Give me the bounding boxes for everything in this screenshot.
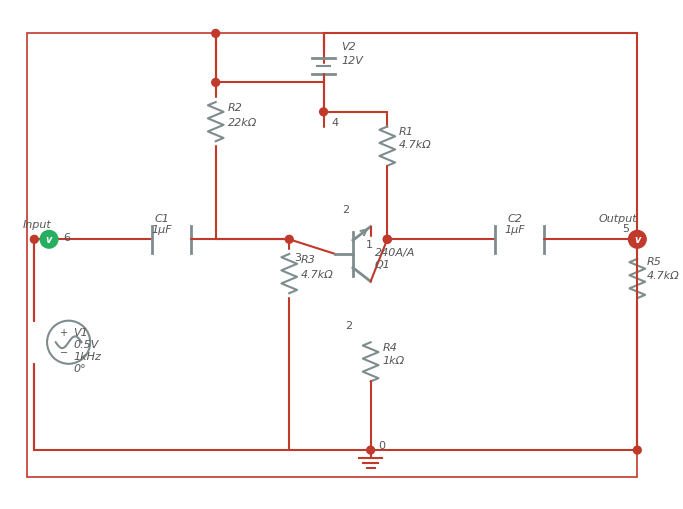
Text: 1kHz: 1kHz bbox=[74, 351, 101, 361]
Text: R5: R5 bbox=[647, 257, 662, 266]
Text: R2: R2 bbox=[227, 103, 242, 112]
Text: 2: 2 bbox=[343, 205, 350, 214]
Circle shape bbox=[628, 231, 646, 248]
Text: 4.7kΩ: 4.7kΩ bbox=[301, 269, 334, 279]
Text: v: v bbox=[634, 235, 641, 245]
Text: Q1: Q1 bbox=[374, 259, 391, 269]
Text: 240A/A: 240A/A bbox=[374, 247, 415, 258]
Text: 22kΩ: 22kΩ bbox=[227, 118, 257, 127]
Circle shape bbox=[367, 446, 374, 454]
Text: Output: Output bbox=[598, 213, 637, 223]
Text: 3: 3 bbox=[294, 252, 301, 263]
Text: V2: V2 bbox=[342, 42, 356, 52]
Text: 12V: 12V bbox=[342, 56, 363, 66]
Text: −: − bbox=[59, 347, 68, 357]
Text: 4: 4 bbox=[331, 118, 339, 127]
Text: C1: C1 bbox=[154, 213, 169, 223]
Text: 1μF: 1μF bbox=[505, 225, 525, 235]
Text: 0°: 0° bbox=[74, 363, 86, 373]
Circle shape bbox=[633, 446, 641, 454]
Text: 2: 2 bbox=[346, 320, 352, 330]
Text: C2: C2 bbox=[507, 213, 522, 223]
Text: V1: V1 bbox=[74, 328, 88, 338]
Text: 1: 1 bbox=[365, 240, 373, 250]
Circle shape bbox=[40, 231, 58, 248]
Circle shape bbox=[285, 236, 293, 244]
Text: R4: R4 bbox=[382, 343, 398, 352]
Text: 1kΩ: 1kΩ bbox=[382, 355, 404, 365]
Text: R1: R1 bbox=[399, 127, 414, 137]
Circle shape bbox=[383, 236, 391, 244]
Text: 5: 5 bbox=[622, 223, 629, 233]
Circle shape bbox=[31, 236, 38, 244]
Circle shape bbox=[633, 236, 641, 244]
Text: 4.7kΩ: 4.7kΩ bbox=[647, 270, 680, 280]
Circle shape bbox=[320, 109, 327, 117]
Text: 6: 6 bbox=[64, 233, 71, 243]
Circle shape bbox=[383, 236, 391, 244]
Text: 0: 0 bbox=[378, 440, 385, 450]
Text: R3: R3 bbox=[301, 254, 316, 264]
Circle shape bbox=[212, 79, 220, 87]
Circle shape bbox=[212, 31, 220, 38]
Text: 0.5V: 0.5V bbox=[74, 340, 99, 350]
Text: 1μF: 1μF bbox=[152, 225, 172, 235]
Text: 4.7kΩ: 4.7kΩ bbox=[399, 140, 432, 150]
Text: Input: Input bbox=[23, 219, 52, 229]
Text: v: v bbox=[46, 235, 52, 245]
Text: +: + bbox=[59, 328, 68, 338]
